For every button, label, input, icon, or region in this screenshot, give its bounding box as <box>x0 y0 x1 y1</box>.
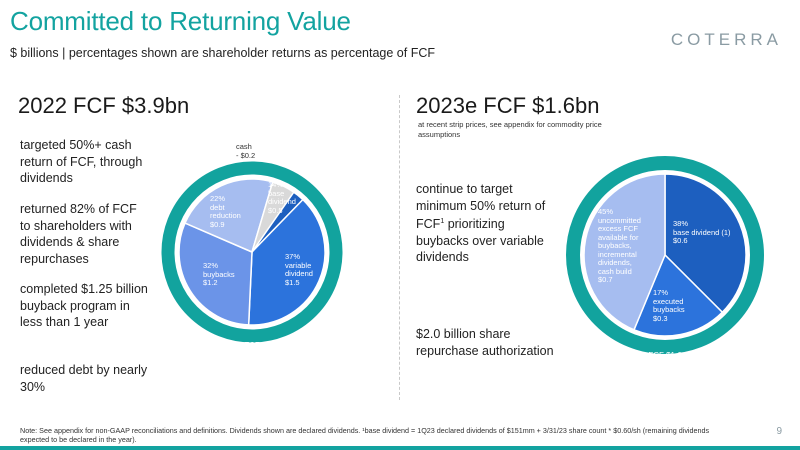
pie-slice-uncommitted-excess <box>583 173 666 331</box>
right-bullet-1-rest: prioritizing buybacks over variable divi… <box>416 217 544 265</box>
slice-label-line: $1.5 <box>285 277 300 287</box>
right-bullet-2: $2.0 billion share repurchase authorizat… <box>416 327 554 358</box>
slice-label-line: - $0.2 <box>236 150 256 160</box>
slice-label-line: $0.3 <box>653 313 668 323</box>
slice-label-line: excess FCF <box>598 224 639 233</box>
slice-label-line: executed <box>653 296 684 306</box>
fcf-total-ring <box>161 161 343 343</box>
fcf-total-ring <box>566 156 764 354</box>
page-title: Committed to Returning Value <box>10 6 351 36</box>
slice-label: 45% uncommitted excess FCF available for buy… <box>598 207 678 285</box>
slice-label-line: dividends, <box>598 258 632 267</box>
slice-label-line: buybacks <box>203 269 235 279</box>
footnote-ref: 1 <box>440 218 445 225</box>
pie-slice-variable-dividend <box>247 198 326 326</box>
pie-slice-executed-buybacks <box>633 253 724 337</box>
right-section-title: 2023e FCF $1.6bn <box>416 93 600 118</box>
ring-total-label-line: FCF <box>244 341 260 350</box>
slice-label-line: variable <box>285 260 312 270</box>
slice-label: 38% base dividend (1) $0.6 <box>673 219 731 246</box>
slice-label-line: $0.9 <box>210 219 225 229</box>
pie-slice-base-dividend <box>664 173 747 314</box>
slice-label-line: incremental <box>598 249 637 259</box>
left-section-title: 2022 FCF $3.9bn <box>18 93 190 118</box>
slice-label-line: 37% <box>285 252 301 261</box>
slice-label-line: dividend <box>285 269 313 278</box>
slice-label: 37% variable dividend $1.5 <box>285 252 313 287</box>
slice-label-line: $1.2 <box>203 278 218 287</box>
left-bullet-3: completed $1.25 billion buyback program … <box>20 282 148 329</box>
slice-label-line: base dividend (1) <box>673 227 731 237</box>
right-section-note: at recent strip prices, see appendix for… <box>418 120 602 139</box>
slice-label-line: $0.5 <box>268 205 283 215</box>
bottom-accent-bar <box>0 446 800 450</box>
pie-slice-debt-reduction <box>184 178 274 254</box>
slice-label-line: 14% <box>268 180 284 189</box>
fcf-2022-donut-chart: 14% base dividend $0.5 37% variable dividend $1… <box>160 142 344 361</box>
slice-label-line: buybacks <box>653 305 685 314</box>
slice-label-line: $0.7 <box>598 275 613 284</box>
company-logo: COTERRA <box>670 30 782 49</box>
slice-label-line: reduction <box>210 211 241 220</box>
slice-label-line: 17% <box>653 288 669 297</box>
slice-label-line: buybacks, <box>598 241 632 250</box>
fcf-2023e-donut-chart: 38% base dividend (1) $0.6 17% executed buyba… <box>566 148 764 362</box>
left-bullet-2: returned 82% of FCF to shareholders with… <box>20 202 137 266</box>
slice-label-line: available for <box>598 232 639 242</box>
pie-slice-buybacks <box>178 222 253 326</box>
slice-label: 17% executed buybacks $0.3 <box>653 288 685 323</box>
pie-slice-cash <box>251 181 295 253</box>
slice-label-line: cash build <box>598 266 632 276</box>
slice-label-line: dividend <box>268 197 296 206</box>
slice-label: 14% base dividend $0.5 <box>268 180 296 215</box>
slice-label: 32% buybacks $1.2 <box>203 261 235 288</box>
left-bullet-1: targeted 50%+ cash return of FCF, throug… <box>20 138 143 185</box>
slice-label-line: 32% <box>203 261 219 270</box>
slice-label: cash - $0.2 <box>236 142 256 160</box>
slice-label-line: 38% <box>673 219 689 228</box>
slice-label-line: $0.6 <box>673 236 688 245</box>
page-number: 9 <box>776 426 782 437</box>
section-divider <box>399 95 400 400</box>
slice-label-line: base <box>268 188 285 198</box>
slice-label-line: 45% <box>598 207 614 216</box>
slice-label-line: 22% <box>210 194 226 203</box>
slice-label-line: debt <box>210 202 225 212</box>
left-bullet-4: reduced debt by nearly 30% <box>20 363 148 394</box>
slice-label: 22% debt reduction $0.9 <box>210 194 241 229</box>
donut-svg <box>566 156 764 354</box>
right-bullet-1-main: continue to target minimum 50% return of… <box>416 182 546 232</box>
footnote: Note: See appendix for non-GAAP reconcil… <box>20 426 710 444</box>
ring-total-label-line: $3.9 <box>244 350 260 359</box>
ring-total-label: FCF $3.9 <box>212 341 292 359</box>
ring-total-label-line: FCF $1.6 <box>648 351 682 360</box>
page-subtitle: $ billions | percentages shown are share… <box>10 46 436 60</box>
slice-label-line: uncommitted <box>598 215 641 225</box>
ring-total-label: FCF $1.6 <box>625 351 705 360</box>
right-bullet-1: continue to target minimum 50% return of… <box>416 181 558 266</box>
slice-label-line: cash <box>236 142 252 151</box>
donut-svg <box>161 161 343 343</box>
